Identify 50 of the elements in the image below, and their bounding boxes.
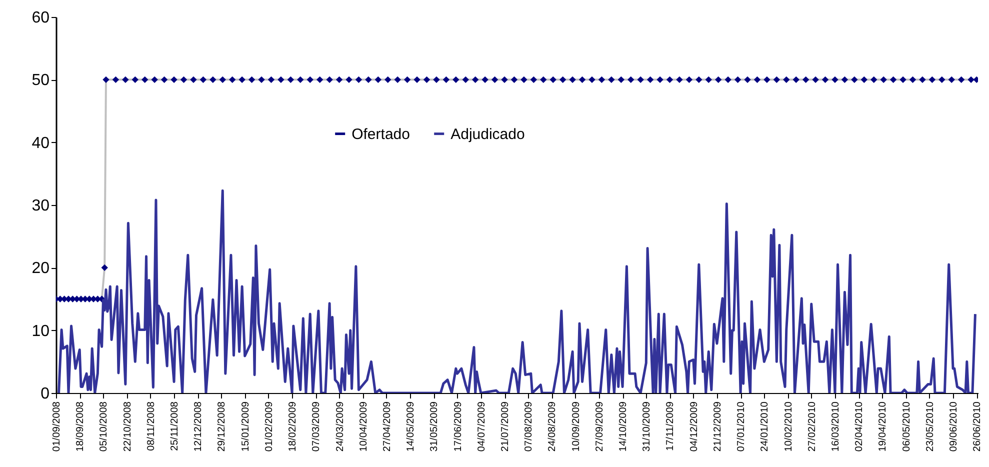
x-tick-label: 24/01/2010 bbox=[760, 401, 771, 452]
y-tick-label: 20 bbox=[32, 260, 50, 278]
x-tick-label: 31/05/2009 bbox=[429, 401, 440, 452]
y-tick-label: 10 bbox=[32, 322, 50, 340]
x-tick-label: 10/09/2009 bbox=[570, 401, 582, 452]
legend-label: Ofertado bbox=[352, 126, 410, 143]
x-tick-label: 26/06/2010 bbox=[972, 401, 984, 452]
y-tick-label: 50 bbox=[32, 72, 50, 90]
x-tick-label: 24/08/2009 bbox=[547, 401, 558, 452]
x-tick-label: 07/08/2009 bbox=[524, 401, 535, 452]
x-tick-label: 10/02/2010 bbox=[783, 401, 794, 452]
x-tick-label: 18/09/2008 bbox=[75, 401, 86, 452]
x-tick-label: 04/07/2009 bbox=[476, 401, 488, 452]
x-tick-label: 27/02/2010 bbox=[806, 401, 818, 452]
x-tick-label: 23/05/2010 bbox=[924, 401, 936, 452]
x-tick-label: 04/12/2009 bbox=[688, 401, 700, 452]
x-tick-label: 02/04/2010 bbox=[854, 401, 866, 452]
x-tick-label: 19/04/2010 bbox=[878, 401, 889, 452]
x-tick-label: 27/09/2009 bbox=[594, 401, 606, 452]
x-tick-label: 07/03/2009 bbox=[311, 401, 322, 452]
x-tick-label: 21/12/2009 bbox=[712, 401, 724, 452]
y-tick-label: 0 bbox=[40, 386, 50, 402]
x-tick-label: 12/12/2008 bbox=[193, 401, 204, 452]
x-tick-label: 14/05/2009 bbox=[406, 401, 417, 452]
line-series bbox=[58, 189, 976, 393]
x-tick-label: 01/02/2009 bbox=[264, 401, 275, 452]
x-tick-label: 21/07/2009 bbox=[500, 401, 512, 452]
x-tick-label: 10/04/2009 bbox=[358, 401, 370, 452]
x-tick-label: 16/03/2010 bbox=[830, 401, 842, 452]
x-tick-label: 09/06/2010 bbox=[948, 401, 960, 452]
x-tick-label: 24/03/2009 bbox=[334, 401, 346, 452]
x-tick-label: 17/06/2009 bbox=[452, 401, 464, 452]
x-tick-label: 25/11/2008 bbox=[170, 401, 181, 451]
legend-label: Adjudicado bbox=[450, 126, 525, 143]
x-tick-label: 05/10/2008 bbox=[98, 401, 110, 452]
y-tick-label: 30 bbox=[32, 198, 50, 214]
x-tick-label: 01/09/2008 bbox=[52, 401, 62, 452]
x-tick-label: 15/01/2009 bbox=[240, 401, 252, 452]
y-tick-label: 60 bbox=[32, 10, 50, 26]
x-tick-label: 22/10/2008 bbox=[122, 401, 134, 452]
x-tick-label: 17/11/2009 bbox=[665, 401, 676, 451]
x-tick-label: 31/10/2009 bbox=[642, 401, 653, 452]
x-tick-label: 29/12/2008 bbox=[216, 401, 228, 452]
x-tick-label: 07/01/2010 bbox=[736, 401, 748, 452]
y-tick-label: 40 bbox=[32, 134, 50, 152]
x-tick-label: 18/02/2009 bbox=[288, 401, 299, 452]
x-tick-label: 06/05/2010 bbox=[901, 401, 912, 452]
x-tick-label: 14/10/2009 bbox=[618, 401, 630, 452]
x-tick-label: 27/04/2009 bbox=[382, 401, 393, 452]
x-tick-label: 08/11/2008 bbox=[146, 401, 157, 451]
